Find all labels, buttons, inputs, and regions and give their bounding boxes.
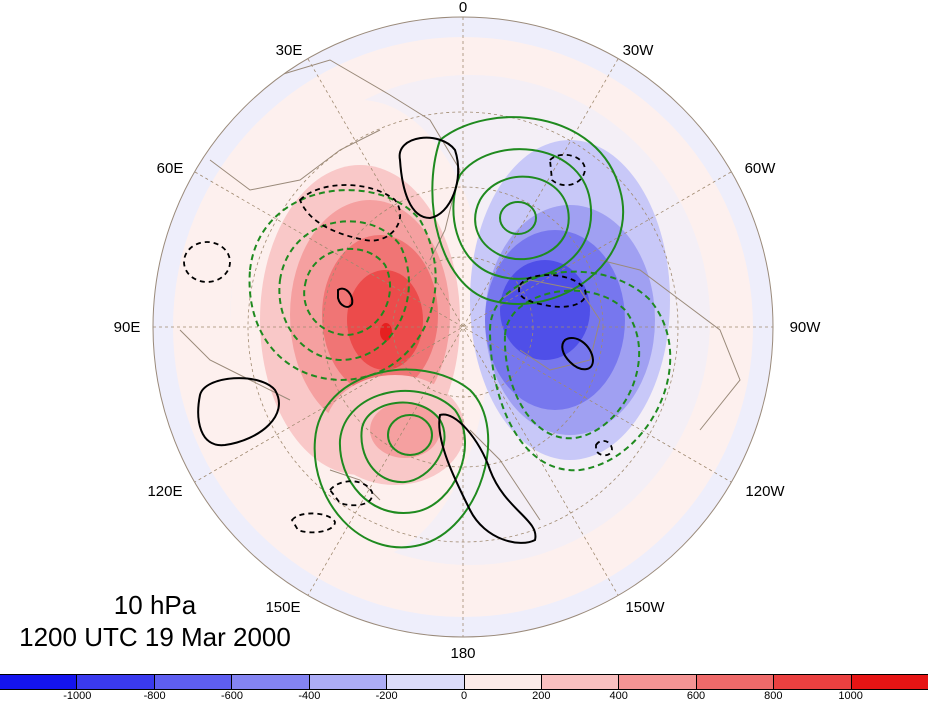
colorbar-box-10 xyxy=(774,675,852,689)
colorbar-box-11 xyxy=(851,675,928,689)
polar-map: 0 30W 60W 90W 120W 150W 180 150E 120E 90… xyxy=(114,0,822,662)
lon-label-120w: 120W xyxy=(745,483,785,500)
colorbar-label: 400 xyxy=(609,690,628,702)
title-level: 10 hPa xyxy=(113,590,197,620)
colorbar-label: 600 xyxy=(686,690,706,702)
lon-label-180: 180 xyxy=(450,645,475,662)
colorbar-label: 200 xyxy=(532,690,551,702)
longitude-labels: 0 30W 60W 90W 120W 150W 180 150E 120E 90… xyxy=(114,0,822,662)
colorbar-box-8 xyxy=(619,675,697,689)
colorbar-box-3 xyxy=(232,675,310,689)
colorbar-box-0 xyxy=(0,675,78,689)
colorbar-label: -800 xyxy=(143,690,166,702)
lon-label-90w: 90W xyxy=(790,319,822,336)
lon-label-150e: 150E xyxy=(265,599,300,616)
colorbar-box-9 xyxy=(696,675,775,689)
lon-label-90e: 90E xyxy=(114,319,141,336)
map-boundary xyxy=(152,16,774,638)
colorbar-label: 1000 xyxy=(838,690,863,702)
colorbar-labels: -1000 -800 -600 -400 -200 0 200 400 600 800 1000 xyxy=(0,690,928,702)
colorbar-box-5 xyxy=(387,675,465,689)
green-contours-dashed xyxy=(248,189,672,472)
colorbar-box-7 xyxy=(541,675,620,689)
lon-label-120e: 120E xyxy=(147,483,182,500)
colorbar-label: 800 xyxy=(764,690,783,702)
colorbar-label: -1000 xyxy=(63,690,92,702)
colorbar-box-6 xyxy=(464,675,542,689)
colorbar-label: -200 xyxy=(375,690,398,702)
lon-label-0: 0 xyxy=(459,0,467,16)
lon-label-30w: 30W xyxy=(623,42,655,59)
colorbar-label: -600 xyxy=(220,690,244,702)
colorbar-box-1 xyxy=(77,675,155,689)
negative-anomaly xyxy=(470,140,670,460)
colorbar-box-4 xyxy=(309,675,388,689)
title-time: 1200 UTC 19 Mar 2000 xyxy=(19,622,291,652)
colorbar-label: 0 xyxy=(460,690,468,702)
coastlines xyxy=(179,59,741,521)
colorbar-box-2 xyxy=(154,675,233,689)
lon-label-30e: 30E xyxy=(276,42,303,59)
lon-label-60w: 60W xyxy=(745,160,777,177)
lon-label-60e: 60E xyxy=(157,160,184,177)
black-contours xyxy=(197,136,595,544)
colorbar xyxy=(0,674,928,690)
lon-label-150w: 150W xyxy=(625,599,665,616)
black-contours-dashed xyxy=(183,153,613,534)
colorbar-label: -400 xyxy=(298,690,321,702)
